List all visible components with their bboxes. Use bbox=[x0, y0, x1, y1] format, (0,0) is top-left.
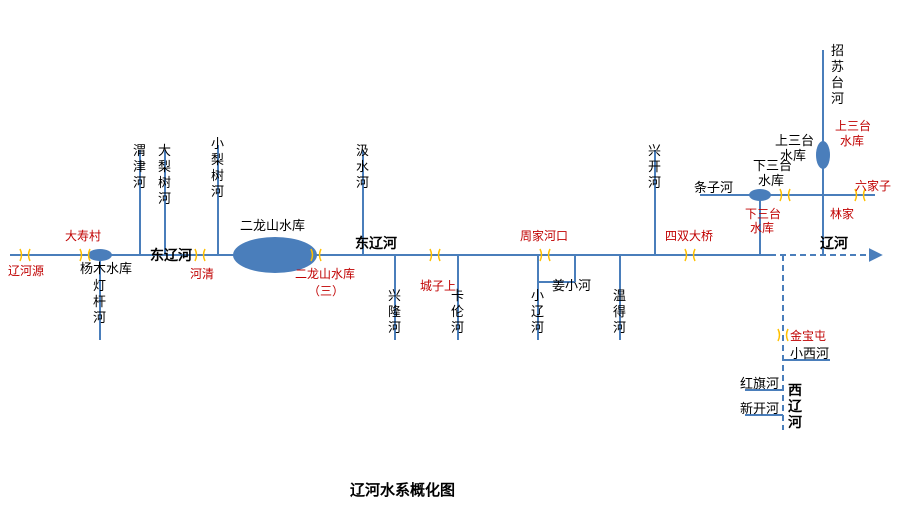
redlabel-zhoujia: 周家河口 bbox=[520, 228, 568, 243]
redlabel-liaoheyuan: 辽河源 bbox=[8, 264, 44, 278]
label-xiasantai_top2: 水库 bbox=[758, 173, 784, 188]
label-zhaosutai: 招苏台河 bbox=[831, 43, 844, 106]
label-xiaoxi_lbl: 小西河 bbox=[790, 346, 829, 361]
redlabel-erlongshan3a: 二龙山水库 bbox=[295, 266, 355, 281]
redlabel-hekou: 河清 bbox=[190, 267, 214, 281]
label-xinkai_lbl: 新开河 bbox=[740, 401, 779, 416]
redlabel-shangsantai_r2: 水库 bbox=[840, 133, 864, 148]
label-shangsantai_top: 上三台 bbox=[775, 133, 814, 148]
label-jiangxiaohe: 姜小河 bbox=[552, 278, 591, 293]
redlabel-xiasantai_r2: 水库 bbox=[750, 220, 774, 235]
label-jishui: 汲水河 bbox=[356, 143, 369, 190]
redlabel-chengzishang: 城子上 bbox=[420, 279, 456, 293]
crossing-7-r bbox=[787, 329, 789, 341]
river-diagram: 渭津河大梨树河 小梨树河 汲水河 兴开河 招苏台河灯杆河 兴隆河 卡伦河 小辽河 温得河西辽河 杨… bbox=[0, 0, 899, 515]
label-kalun: 卡伦河 bbox=[451, 288, 464, 335]
redlabel-jinbaotun: 金宝屯 bbox=[790, 328, 826, 343]
reservoir-xiasantai bbox=[749, 189, 771, 201]
label-dalishu: 大梨树河 bbox=[158, 143, 171, 206]
label-dongliao1: 东辽河 bbox=[150, 247, 192, 263]
crossing-7-l bbox=[778, 329, 780, 341]
label-wende: 温得河 bbox=[613, 288, 626, 335]
label-weijin: 渭津河 bbox=[133, 143, 146, 190]
label-hongqi_lbl: 红旗河 bbox=[740, 376, 779, 391]
redlabel-xiasantai_r: 下三台 bbox=[745, 206, 781, 221]
diagram-title: 辽河水系概化图 bbox=[350, 481, 455, 499]
reservoir-shangsantai bbox=[816, 141, 830, 169]
label-xiaoliao: 小辽河 bbox=[531, 288, 544, 335]
label-xiliao: 西辽河 bbox=[788, 382, 803, 430]
redlabel-shangsantai_r: 上三台 bbox=[835, 118, 871, 133]
label-yangmu: 杨木水库 bbox=[80, 261, 132, 276]
label-shangsantai_top2: 水库 bbox=[780, 148, 806, 163]
label-xiaolishu: 小梨树河 bbox=[211, 136, 224, 199]
redlabel-sishuang: 四双大桥 bbox=[665, 229, 713, 243]
redlabel-linjia: 林家 bbox=[830, 206, 854, 221]
label-xingkai: 兴开河 bbox=[648, 143, 661, 190]
label-liaohe: 辽河 bbox=[820, 235, 848, 251]
label-denggan: 灯杆河 bbox=[93, 278, 106, 325]
label-erlongshan_lbl: 二龙山水库 bbox=[240, 218, 305, 233]
redlabel-liujiazi: 六家子 bbox=[855, 178, 891, 193]
redlabel-erlongshan3b: （三） bbox=[308, 284, 344, 298]
label-dongliao2: 东辽河 bbox=[355, 235, 397, 251]
label-xinglong: 兴隆河 bbox=[388, 288, 401, 335]
redlabel-dashoucun: 大寿村 bbox=[65, 229, 101, 243]
reservoir-yangmu bbox=[88, 249, 112, 261]
label-tiaozi_lbl: 条子河 bbox=[694, 180, 733, 195]
